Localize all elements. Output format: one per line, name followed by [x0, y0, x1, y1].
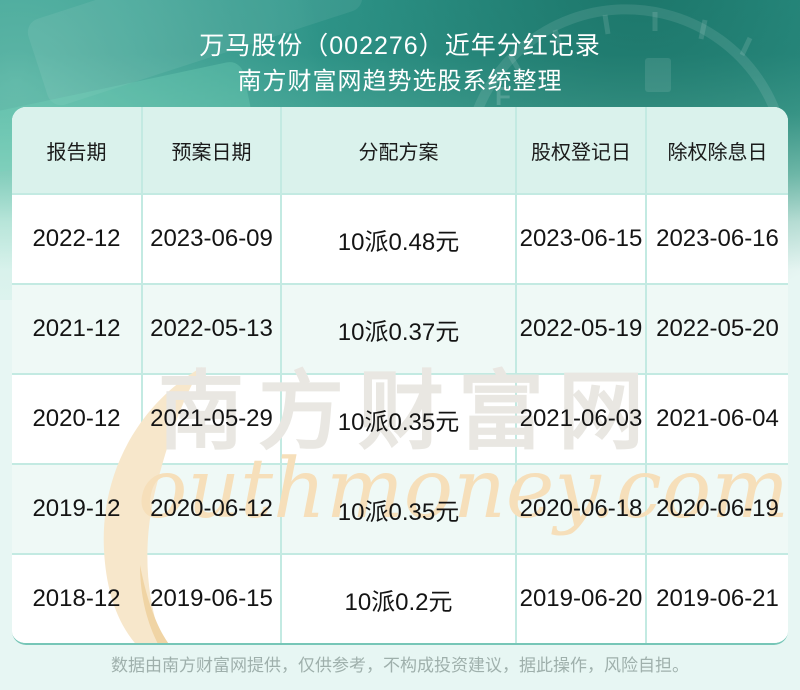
table-cell: 2022-05-19	[517, 285, 647, 375]
table-cell: 2019-06-20	[517, 555, 647, 643]
table-cell: 2021-06-04	[647, 375, 788, 465]
table-cell: 2020-12	[12, 375, 143, 465]
table-cell: 2022-05-13	[143, 285, 282, 375]
table-cell: 2023-06-09	[143, 195, 282, 285]
table-cell: 2021-06-03	[517, 375, 647, 465]
table-cell: 2022-05-20	[647, 285, 788, 375]
dividend-table-grid: 报告期 预案日期 分配方案 股权登记日 除权除息日 2022-12 2023-0…	[12, 107, 788, 643]
table-cell: 2023-06-16	[647, 195, 788, 285]
table-cell: 10派0.2元	[282, 555, 517, 643]
fuel-gauge-decor: F	[468, 4, 784, 120]
disclaimer-text: 数据由南方财富网提供，仅供参考，不构成投资建议，据此操作，风险自担。	[111, 656, 689, 675]
table-cell: 2022-12	[12, 195, 143, 285]
col-header-report-period: 报告期	[12, 107, 143, 195]
col-header-ex-dividend-date: 除权除息日	[647, 107, 788, 195]
table-cell: 2020-06-18	[517, 465, 647, 555]
svg-text:F: F	[495, 81, 511, 111]
table-cell: 2019-06-15	[143, 555, 282, 643]
table-cell: 10派0.35元	[282, 465, 517, 555]
page-title: 万马股份（002276）近年分红记录	[199, 32, 601, 60]
table-cell: 2020-06-12	[143, 465, 282, 555]
col-header-distribution-plan: 分配方案	[282, 107, 517, 195]
table-cell: 10派0.48元	[282, 195, 517, 285]
table-cell: 10派0.35元	[282, 375, 517, 465]
table-cell: 2019-06-21	[647, 555, 788, 643]
table-cell: 2023-06-15	[517, 195, 647, 285]
table-cell: 2018-12	[12, 555, 143, 643]
page-subtitle: 南方财富网趋势选股系统整理	[237, 68, 563, 95]
col-header-record-date: 股权登记日	[517, 107, 647, 195]
table-cell: 2019-12	[12, 465, 143, 555]
dividend-table: 报告期 预案日期 分配方案 股权登记日 除权除息日 2022-12 2023-0…	[12, 107, 788, 645]
table-cell: 2021-05-29	[143, 375, 282, 465]
col-header-plan-date: 预案日期	[143, 107, 282, 195]
table-cell: 2021-12	[12, 285, 143, 375]
table-cell: 10派0.37元	[282, 285, 517, 375]
table-cell: 2020-06-19	[647, 465, 788, 555]
